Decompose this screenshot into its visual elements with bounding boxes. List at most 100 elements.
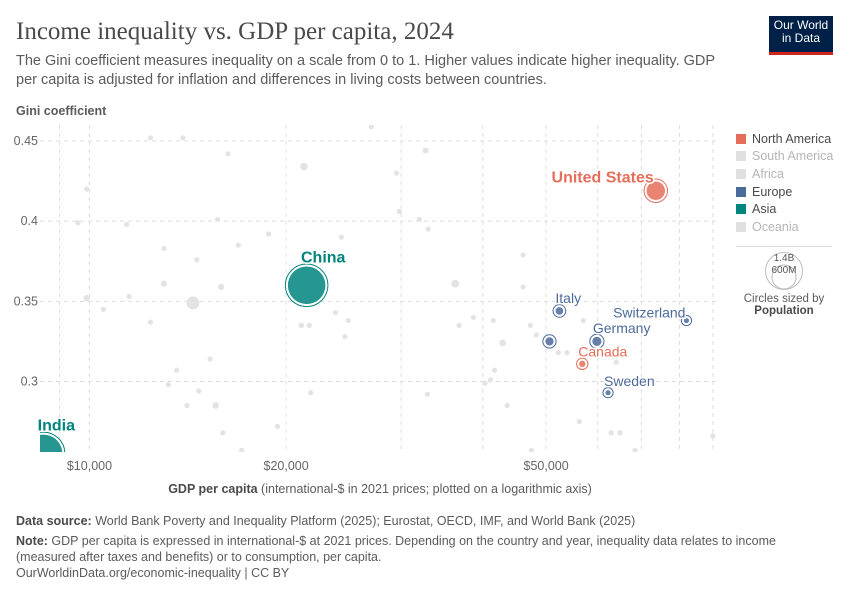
point-label: India xyxy=(38,418,75,435)
points xyxy=(40,125,716,452)
point-label: China xyxy=(301,249,346,266)
data-point xyxy=(422,147,429,154)
legend-item-north-america[interactable]: North America xyxy=(736,130,833,148)
data-point xyxy=(396,208,402,215)
x-axis-label-bold: GDP per capita xyxy=(168,482,258,496)
data-point-germany xyxy=(592,336,602,346)
legend-swatch xyxy=(736,204,746,215)
legend-swatch xyxy=(736,168,746,179)
data-point xyxy=(214,216,221,223)
y-tick-label: 0.45 xyxy=(14,134,38,148)
size-variable: Population xyxy=(754,305,814,317)
data-point xyxy=(527,322,533,328)
legend: North America South America Africa Europe As… xyxy=(736,130,833,236)
point-label: Switzerland xyxy=(613,305,685,321)
data-point-china xyxy=(287,266,326,305)
data-point xyxy=(147,319,154,325)
data-point xyxy=(564,350,570,356)
legend-label: Oceania xyxy=(752,219,799,234)
data-point xyxy=(451,279,460,288)
data-point xyxy=(491,367,498,373)
x-axis-label: GDP per capita (international-$ in 2021 … xyxy=(0,482,760,496)
data-point xyxy=(528,447,535,452)
data-point xyxy=(487,377,494,383)
size-legend: 1.4B 600M Circles sized by Population xyxy=(736,246,832,317)
data-point xyxy=(580,317,586,324)
point-label: Italy xyxy=(555,290,581,306)
legend-label: North America xyxy=(752,131,832,146)
data-point xyxy=(126,293,132,300)
source-label: Data source: xyxy=(16,514,92,528)
data-point-switzerland xyxy=(683,317,690,324)
data-point xyxy=(300,162,308,171)
legend-swatch xyxy=(736,133,746,144)
y-tick-label: 0.4 xyxy=(21,214,38,228)
data-point xyxy=(504,402,510,409)
data-point-canada xyxy=(579,360,586,368)
credit-link[interactable]: OurWorldinData.org/economic-inequality |… xyxy=(16,566,290,580)
data-point xyxy=(345,317,351,324)
legend-swatch xyxy=(736,151,746,162)
data-point xyxy=(332,309,339,316)
data-point xyxy=(212,402,219,409)
data-point xyxy=(499,339,507,347)
source-text: World Bank Poverty and Inequality Platfo… xyxy=(91,514,636,528)
x-tick-label: $20,000 xyxy=(264,459,309,473)
data-point xyxy=(196,388,202,394)
size-circle-small xyxy=(771,264,797,290)
owid-logo[interactable]: Our World in Data xyxy=(769,16,833,55)
data-point xyxy=(265,231,272,237)
legend-item-south-america[interactable]: South America xyxy=(736,148,833,166)
data-point-sweden xyxy=(605,390,611,396)
data-point xyxy=(490,317,496,324)
legend-item-europe[interactable]: Europe xyxy=(736,183,833,201)
data-point xyxy=(416,216,423,223)
note-label: Note: xyxy=(16,534,48,548)
legend-item-oceania[interactable]: Oceania xyxy=(736,218,833,236)
data-point xyxy=(613,359,619,365)
data-point xyxy=(470,314,477,320)
x-tick-label: $10,000 xyxy=(67,459,112,473)
footer: Data source: World Bank Poverty and Ineq… xyxy=(16,513,816,585)
legend-item-asia[interactable]: Asia xyxy=(736,200,833,218)
data-point xyxy=(239,447,245,452)
data-point xyxy=(520,252,526,258)
data-point xyxy=(456,322,462,328)
data-point xyxy=(186,296,200,310)
data-point xyxy=(184,402,190,409)
data-point-united-states xyxy=(646,181,666,200)
point-label: Canada xyxy=(578,344,627,360)
x-tick-label: $50,000 xyxy=(524,459,569,473)
data-point xyxy=(338,234,344,240)
chart-title: Income inequality vs. GDP per capita, 20… xyxy=(16,18,454,45)
legend-label: Africa xyxy=(752,166,784,181)
legend-label: Asia xyxy=(752,202,777,217)
y-tick-label: 0.3 xyxy=(21,374,38,388)
legend-label: South America xyxy=(752,149,834,164)
point-label: United States xyxy=(552,170,654,187)
data-point xyxy=(124,221,130,227)
note-text: GDP per capita is expressed in internati… xyxy=(16,534,776,564)
data-point xyxy=(608,430,614,436)
size-label-large: 1.4B xyxy=(774,253,795,264)
data-point xyxy=(482,380,488,386)
data-point xyxy=(225,151,231,157)
x-axis-label-detail: (international-$ in 2021 prices; plotted… xyxy=(257,482,592,496)
point-label: Sweden xyxy=(604,373,655,389)
data-point xyxy=(298,322,305,329)
data-point xyxy=(520,284,526,290)
data-point xyxy=(220,430,226,436)
legend-item-africa[interactable]: Africa xyxy=(736,165,833,183)
legend-swatch xyxy=(736,186,746,197)
data-point xyxy=(147,135,154,141)
legend-swatch xyxy=(736,221,746,232)
data-point xyxy=(217,283,225,291)
data-point xyxy=(207,356,213,362)
data-point xyxy=(307,390,314,396)
y-tick-label: 0.35 xyxy=(14,294,38,308)
data-point xyxy=(710,433,716,439)
legend-label: Europe xyxy=(752,184,793,199)
data-point xyxy=(632,447,638,452)
y-axis-label: Gini coefficient xyxy=(16,104,107,118)
data-point xyxy=(100,306,106,312)
